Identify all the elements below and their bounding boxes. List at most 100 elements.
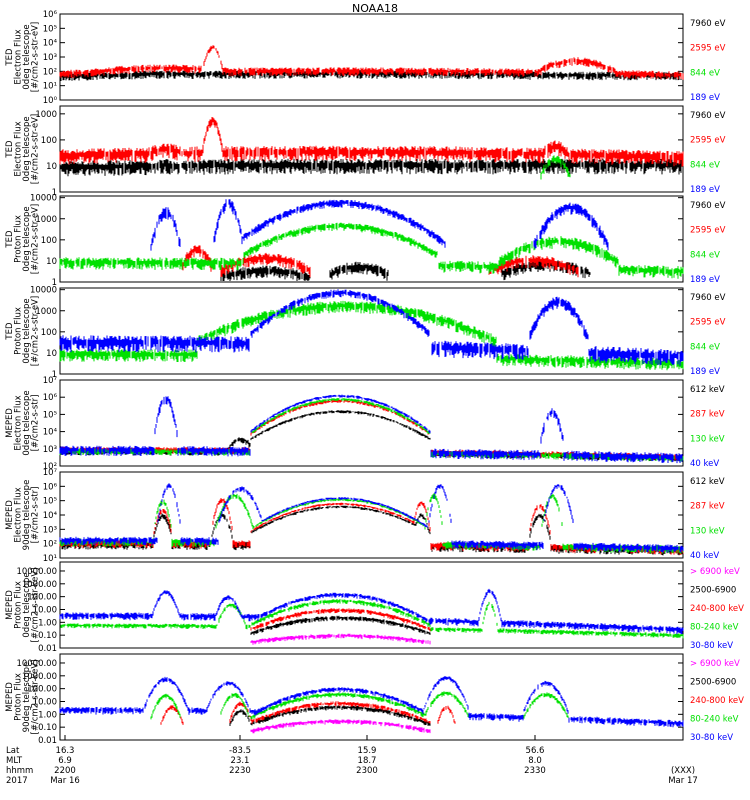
legend-entry: 612 keV — [690, 477, 725, 487]
series-trace — [540, 155, 571, 180]
x-end-label: (XXX) — [671, 766, 695, 776]
legend-entry: 130 keV — [690, 526, 725, 536]
y-tick-label: 100.00 — [27, 593, 57, 603]
series-trace — [59, 45, 684, 80]
y-axis-label: 0deg telescope — [22, 572, 32, 637]
y-axis-label: MEPED — [5, 408, 15, 438]
panel-frame — [59, 13, 684, 101]
y-tick-label: 10¹ — [43, 82, 57, 92]
y-tick-label: 0.01 — [38, 736, 57, 746]
y-tick-label: 10000 — [30, 286, 57, 296]
y-axis-label: [#/cm2-s-str-eV] — [31, 204, 41, 274]
y-axis-label: 0deg telescope — [22, 24, 32, 89]
y-axis-label: [#/cm2-s-str-keV] — [31, 568, 41, 643]
legend-entry: 2500-6900 — [690, 678, 736, 688]
y-axis-label: TED — [5, 140, 15, 159]
y-tick-label: 100 — [41, 328, 57, 338]
y-tick-label: 10¹ — [43, 554, 57, 564]
y-tick-label: 10³ — [43, 53, 57, 63]
y-tick-label: 1000.00 — [22, 580, 57, 590]
series-80-240-kev — [60, 599, 684, 639]
y-axis-label: [#/cm2-s-str] — [31, 487, 41, 544]
series--6900-kev — [250, 633, 431, 645]
series-trace — [160, 701, 456, 725]
panel-frame — [59, 105, 684, 193]
series-trace — [150, 691, 569, 720]
series-trace — [150, 199, 609, 251]
x-row-label: Lat — [6, 746, 20, 756]
series-844-ev — [59, 300, 684, 371]
y-axis-label: 0deg telescope — [22, 298, 32, 363]
series-2500-6900 — [250, 615, 431, 636]
y-tick-label: 10 — [46, 349, 57, 359]
y-tick-label: 10² — [43, 540, 57, 550]
series-trace — [60, 599, 684, 639]
y-tick-label: 1 — [52, 278, 57, 288]
series-trace — [59, 394, 683, 464]
y-tick-label: 10⁴ — [43, 511, 58, 521]
y-axis-label: Proton Flux — [14, 307, 24, 355]
legend-entry: 7960 eV — [690, 293, 726, 303]
x-tick-mlt: 6.9 — [58, 756, 72, 766]
y-axis-label: MEPED — [5, 682, 15, 712]
figure-title: NOAA18 — [352, 2, 398, 15]
series-2500-6900 — [229, 705, 431, 726]
y-tick-label: 10000 — [30, 194, 57, 204]
x-row-label: 2017 — [6, 776, 28, 786]
x-tick-date: Mar 16 — [50, 776, 80, 786]
legend-entry: 240-800 keV — [690, 696, 744, 706]
series-trace — [250, 608, 431, 632]
y-tick-label: 10000.00 — [16, 567, 57, 577]
series-844-ev — [540, 155, 571, 180]
y-tick-label: 1000 — [35, 215, 57, 225]
y-axis-label: [#/cm2-s-str-eV] — [31, 296, 41, 366]
y-axis-label: Electron Flux — [14, 487, 24, 542]
y-axis-label: Proton Flux — [14, 215, 24, 263]
legend-entry: 30-80 keV — [690, 733, 733, 743]
y-tick-label: 100 — [41, 136, 57, 146]
series-trace — [59, 289, 684, 366]
y-tick-label: 10⁷ — [43, 468, 58, 478]
y-tick-label: 10³ — [43, 525, 57, 535]
legend-entry: > 6900 keV — [690, 659, 740, 669]
legend-entry: 612 keV — [690, 385, 725, 395]
series-240-800-kev — [250, 608, 431, 632]
y-tick-label: 1000.00 — [22, 672, 57, 682]
x-tick-mlt: 23.1 — [231, 756, 250, 766]
y-tick-label: 10⁰ — [43, 96, 58, 106]
y-axis-label: TED — [5, 230, 15, 249]
legend-entry: 2595 eV — [690, 44, 726, 54]
y-tick-label: 1000 — [35, 307, 57, 317]
y-axis-label: [#/cm2-s-str] — [31, 395, 41, 452]
panels-group: 10⁰ 10¹ 10² 10³ 10⁴ 10⁵ 10⁶ TED Electron Flux 0de… — [5, 10, 744, 746]
x-tick-lat: 56.6 — [526, 746, 545, 756]
y-axis-label: 90deg telescope — [22, 480, 32, 551]
x-tick-mlt: 18.7 — [358, 756, 377, 766]
y-tick-label: 10² — [43, 462, 57, 472]
y-axis-label: MEPED — [5, 590, 15, 620]
legend-entry: 287 keV — [690, 502, 725, 512]
panel-frame — [59, 287, 684, 375]
y-tick-label: 10³ — [43, 445, 57, 455]
y-tick-label: 10⁶ — [43, 10, 58, 20]
y-tick-label: 10⁵ — [43, 497, 57, 507]
y-tick-label: 10² — [43, 67, 57, 77]
y-tick-label: 10⁶ — [43, 482, 58, 492]
legend-entry: 2595 eV — [690, 226, 726, 236]
legend-entry: 844 eV — [690, 160, 720, 170]
series-2595-ev — [59, 117, 684, 167]
y-axis-label: 0deg telescope — [22, 390, 32, 455]
y-tick-label: 10⁴ — [43, 428, 58, 438]
x-end-date: Mar 17 — [668, 776, 698, 786]
series-trace — [59, 117, 684, 167]
legend-entry: 189 eV — [690, 185, 720, 195]
series--6900-kev — [250, 719, 431, 734]
x-tick-hhmm: 2230 — [229, 766, 251, 776]
series-40-kev — [59, 483, 684, 553]
series-trace — [59, 676, 684, 728]
panel-frame — [59, 195, 684, 283]
legend-entry: 2500-6900 — [690, 586, 736, 596]
series-80-240-kev — [150, 691, 569, 720]
